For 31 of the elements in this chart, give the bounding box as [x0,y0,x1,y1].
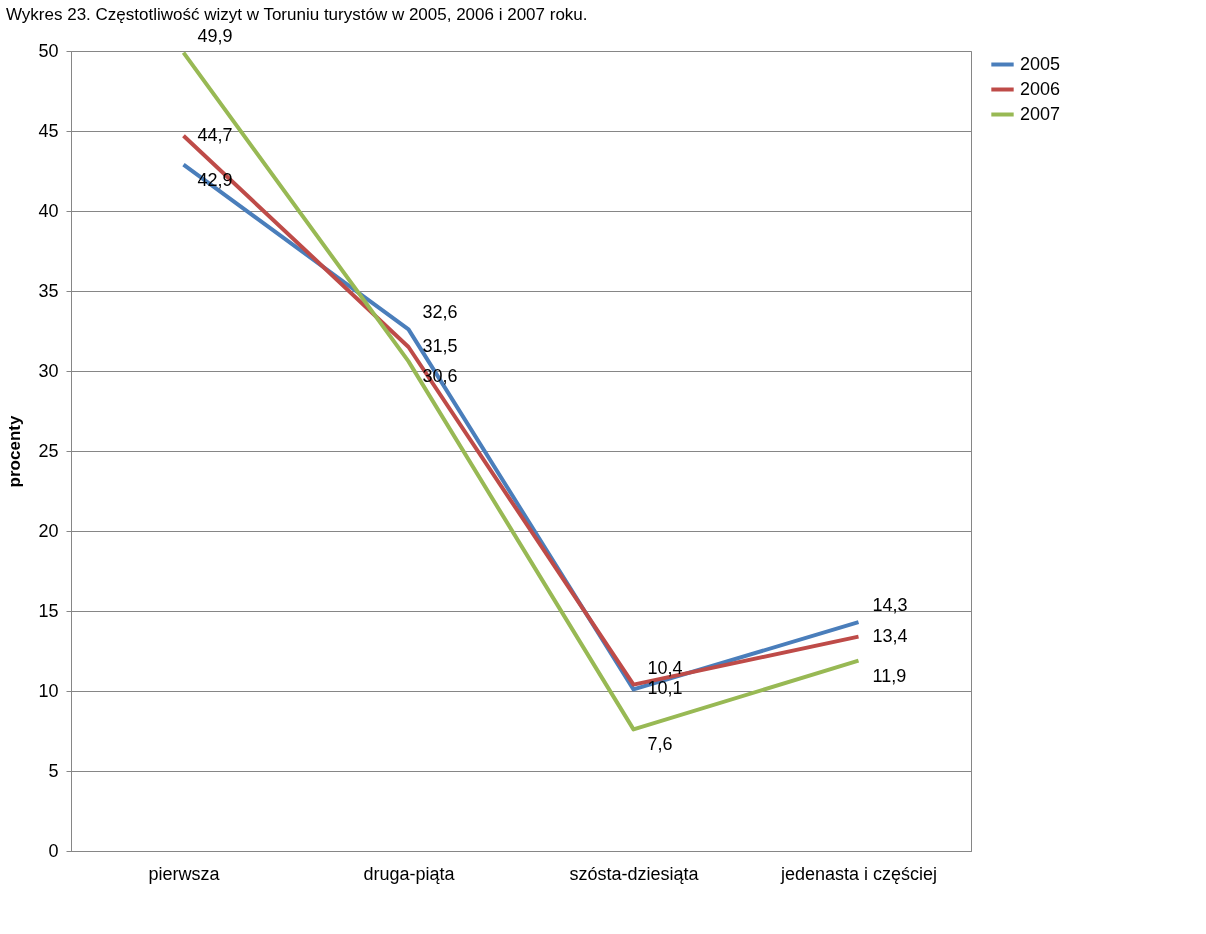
y-tick-label: 50 [38,40,59,61]
data-label: 49,9 [197,25,233,46]
y-tick-label: 0 [48,840,59,861]
data-label: 31,5 [422,336,458,356]
y-tick-label: 20 [38,520,59,541]
y-tick-label: 40 [38,200,59,221]
x-tick-label: jedenasta i częściej [779,863,938,884]
y-axis-title: procenty [5,415,25,488]
data-label: 44,7 [197,124,233,145]
x-tick-label: druga-piąta [363,863,456,884]
y-tick-label: 10 [38,680,59,701]
data-label: 14,3 [872,595,908,616]
y-tick-label: 15 [38,600,59,621]
data-label: 10,1 [647,678,683,699]
y-tick-label: 30 [38,360,59,381]
line-series [181,50,861,732]
x-tick-label: szósta-dziesiąta [569,863,700,884]
legend-label: 2005 [1020,53,1061,74]
data-label: 7,6 [647,734,673,755]
y-tick-label: 5 [48,760,59,781]
y-tick-label: 35 [38,280,59,301]
chart-title: Wykres 23. Częstotliwość wizyt w Toruniu turystów w 2005, 2006 i 2007 roku. [5,4,588,24]
data-label: 13,4 [872,625,908,646]
x-tick-label: pierwsza [148,863,221,884]
data-label: 10,4 [647,657,683,678]
legend-label: 2007 [1020,103,1061,124]
legend-label: 2006 [1020,78,1061,99]
y-tick-label: 25 [38,440,59,461]
y-tick-label: 45 [38,120,59,141]
data-label: 32,6 [422,302,458,323]
data-label: 11,9 [872,665,907,686]
